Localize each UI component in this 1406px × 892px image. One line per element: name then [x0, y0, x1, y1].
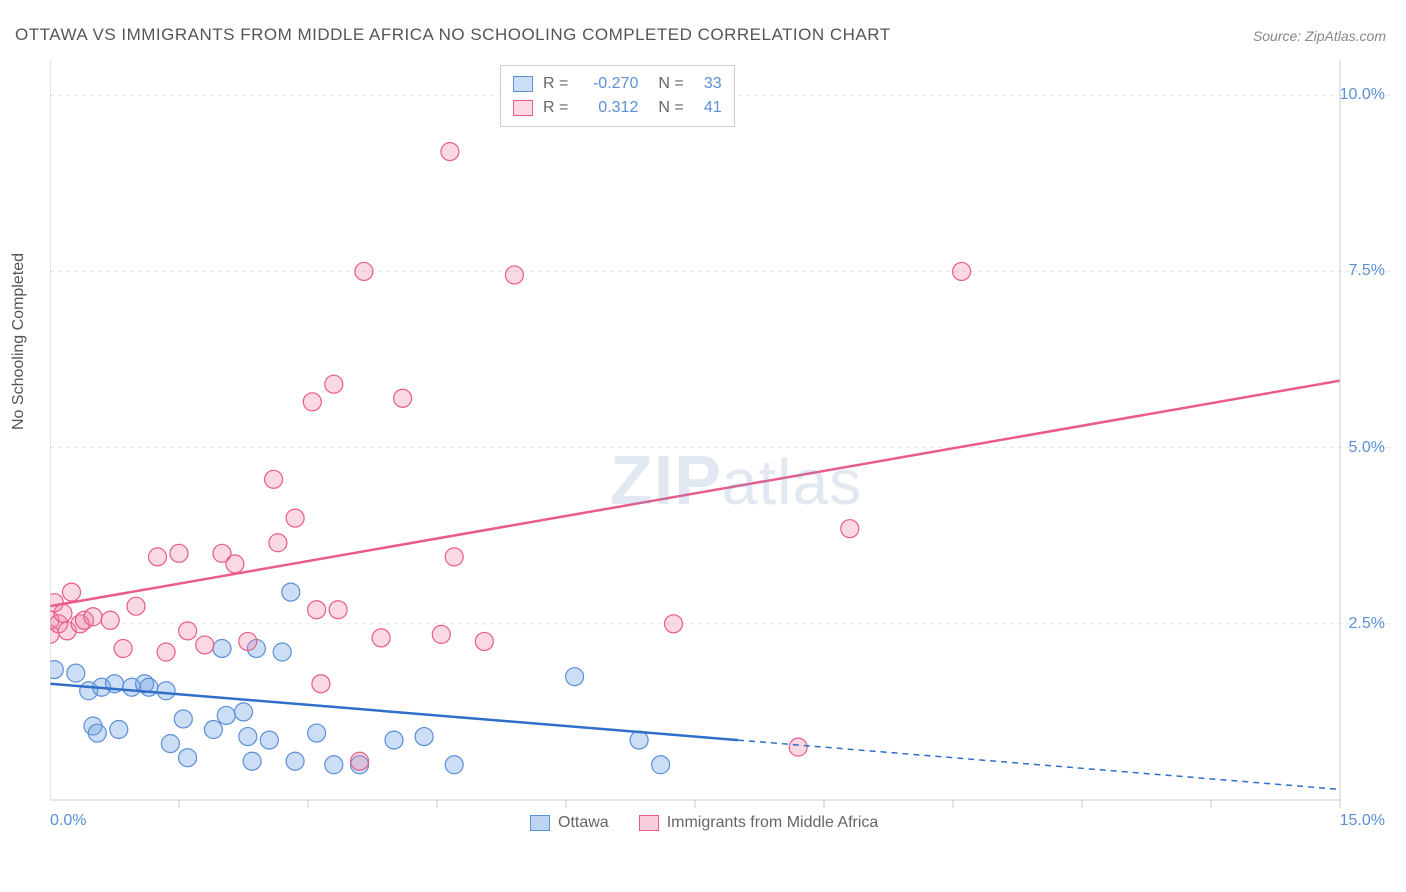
legend-swatch — [513, 100, 533, 116]
legend-r-value: 0.312 — [578, 96, 638, 120]
correlation-legend-row: R = 0.312 N = 41 — [513, 96, 722, 120]
y-tick-label: 5.0% — [1349, 439, 1385, 457]
correlation-legend: R = -0.270 N = 33 R = 0.312 N = 41 — [500, 65, 735, 127]
x-tick-label: 15.0% — [1340, 812, 1385, 830]
source-attribution: Source: ZipAtlas.com — [1253, 28, 1386, 44]
series-legend-item: Ottawa — [530, 814, 609, 832]
legend-n-label: N = — [658, 96, 683, 120]
series-legend-item: Immigrants from Middle Africa — [639, 814, 879, 832]
correlation-legend-row: R = -0.270 N = 33 — [513, 72, 722, 96]
legend-n-value: 41 — [694, 96, 722, 120]
series-legend: Ottawa Immigrants from Middle Africa — [530, 814, 878, 832]
series-legend-label: Ottawa — [558, 814, 609, 832]
chart-title: OTTAWA VS IMMIGRANTS FROM MIDDLE AFRICA … — [15, 25, 891, 45]
legend-swatch — [530, 815, 550, 831]
scatter-plot — [50, 60, 1390, 830]
y-axis-label: No Schooling Completed — [10, 253, 28, 430]
legend-r-label: R = — [543, 96, 568, 120]
legend-r-label: R = — [543, 72, 568, 96]
y-tick-label: 2.5% — [1349, 615, 1385, 633]
legend-r-value: -0.270 — [578, 72, 638, 96]
chart-area: ZIPatlas R = -0.270N = 33R = 0.312N = 41… — [50, 60, 1390, 830]
y-tick-label: 7.5% — [1349, 262, 1385, 280]
x-tick-label: 0.0% — [50, 812, 86, 830]
legend-n-label: N = — [658, 72, 683, 96]
y-tick-label: 10.0% — [1340, 86, 1385, 104]
legend-n-value: 33 — [694, 72, 722, 96]
legend-swatch — [513, 76, 533, 92]
legend-swatch — [639, 815, 659, 831]
series-legend-label: Immigrants from Middle Africa — [667, 814, 879, 832]
